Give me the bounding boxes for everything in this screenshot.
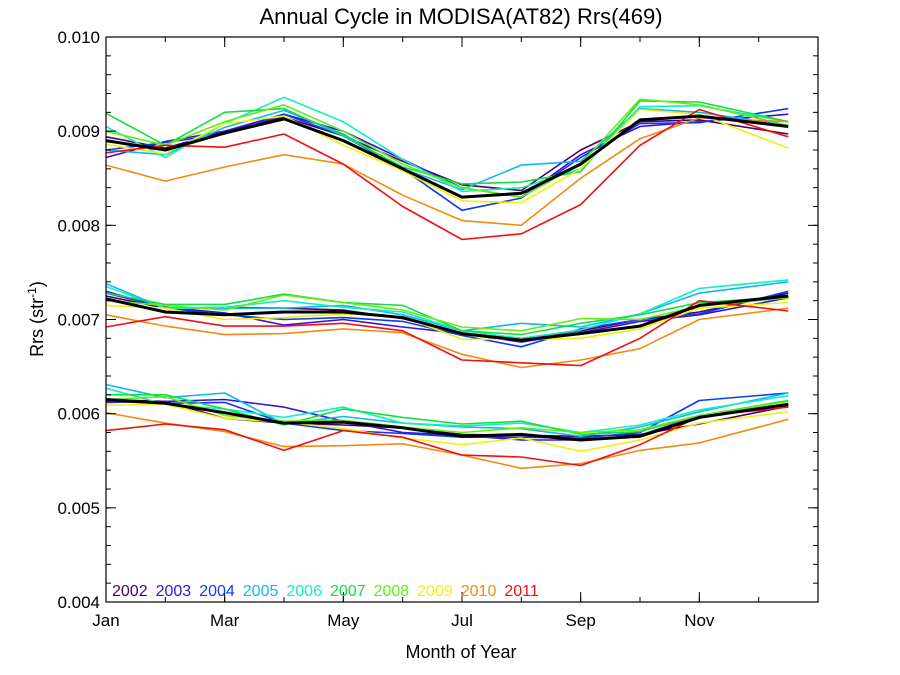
legend-entry-2002: 2002: [112, 583, 148, 600]
series-line-2008-group-1: [105, 98, 789, 198]
legend-entry-2005: 2005: [243, 583, 279, 600]
series-line-2004-group-1: [105, 107, 789, 212]
plot-lines: [105, 96, 789, 470]
y-axis-label-main: Rrs (str: [27, 298, 47, 357]
x-tick-label: Mar: [210, 611, 240, 630]
series-line-2011-group-1: [105, 108, 789, 241]
series-line-2010-group-3: [105, 411, 789, 470]
y-axis-label: Rrs (str-1): [25, 281, 47, 357]
y-tick-label: 0.009: [57, 122, 100, 141]
y-axis-label-superscript: -1: [25, 287, 39, 298]
series-line-mean-group-3: [105, 398, 789, 442]
y-tick-label: 0.005: [57, 499, 100, 518]
legend: 2002 2003 2004 2005 2006 2007 2008 2009 2010 2011: [112, 583, 539, 600]
legend-entry-2004: 2004: [199, 583, 235, 600]
series-line-2003-group-2: [105, 292, 789, 343]
legend-entry-2007: 2007: [330, 583, 366, 600]
series-line-2007-group-3: [106, 393, 789, 436]
x-tick-label: Sep: [566, 611, 596, 630]
y-axis: 0.004 0.005 0.006 0.007 0.008 0.009 0.010: [57, 28, 818, 612]
x-axis: Jan Mar May Jul Sep Nov: [92, 37, 819, 630]
x-axis-label: Month of Year: [405, 642, 516, 662]
legend-entry-2003: 2003: [156, 583, 192, 600]
x-tick-label: Jul: [451, 611, 473, 630]
series-line-2009-group-2: [105, 301, 789, 341]
y-tick-label: 0.004: [57, 593, 100, 612]
series-line-2003-group-1: [105, 113, 789, 198]
series-line-2006-group-2: [105, 279, 789, 340]
series-line-2010-group-2: [105, 307, 789, 369]
series-line-2006-group-3: [105, 387, 789, 434]
chart-title: Annual Cycle in MODISA(AT82) Rrs(469): [259, 4, 662, 29]
y-tick-label: 0.007: [57, 311, 100, 330]
x-tick-label: Jan: [92, 611, 119, 630]
legend-entry-2011: 2011: [504, 583, 539, 600]
y-tick-label: 0.008: [57, 216, 100, 235]
y-axis-label-close: ): [27, 281, 47, 287]
y-tick-label: 0.006: [57, 405, 100, 424]
legend-entry-2009: 2009: [417, 583, 453, 600]
series-line-2009-group-1: [105, 108, 789, 204]
x-tick-label: Nov: [684, 611, 715, 630]
series-line-2011-group-2: [105, 299, 789, 367]
series-line-mean-group-1: [105, 114, 789, 199]
legend-entry-2006: 2006: [286, 583, 322, 600]
series-line-2008-group-2: [105, 294, 789, 332]
series-line-2009-group-3: [105, 403, 789, 453]
series-line-2004-group-2: [105, 290, 789, 348]
x-tick-label: May: [327, 611, 360, 630]
series-line-2011-group-3: [105, 406, 789, 467]
series-line-2010-group-1: [105, 117, 789, 227]
legend-entry-2008: 2008: [374, 583, 410, 600]
legend-entry-2010: 2010: [461, 583, 497, 600]
series-line-2005-group-1: [105, 107, 789, 191]
y-tick-label: 0.010: [57, 28, 100, 47]
series-line-mean-group-2: [105, 294, 789, 342]
